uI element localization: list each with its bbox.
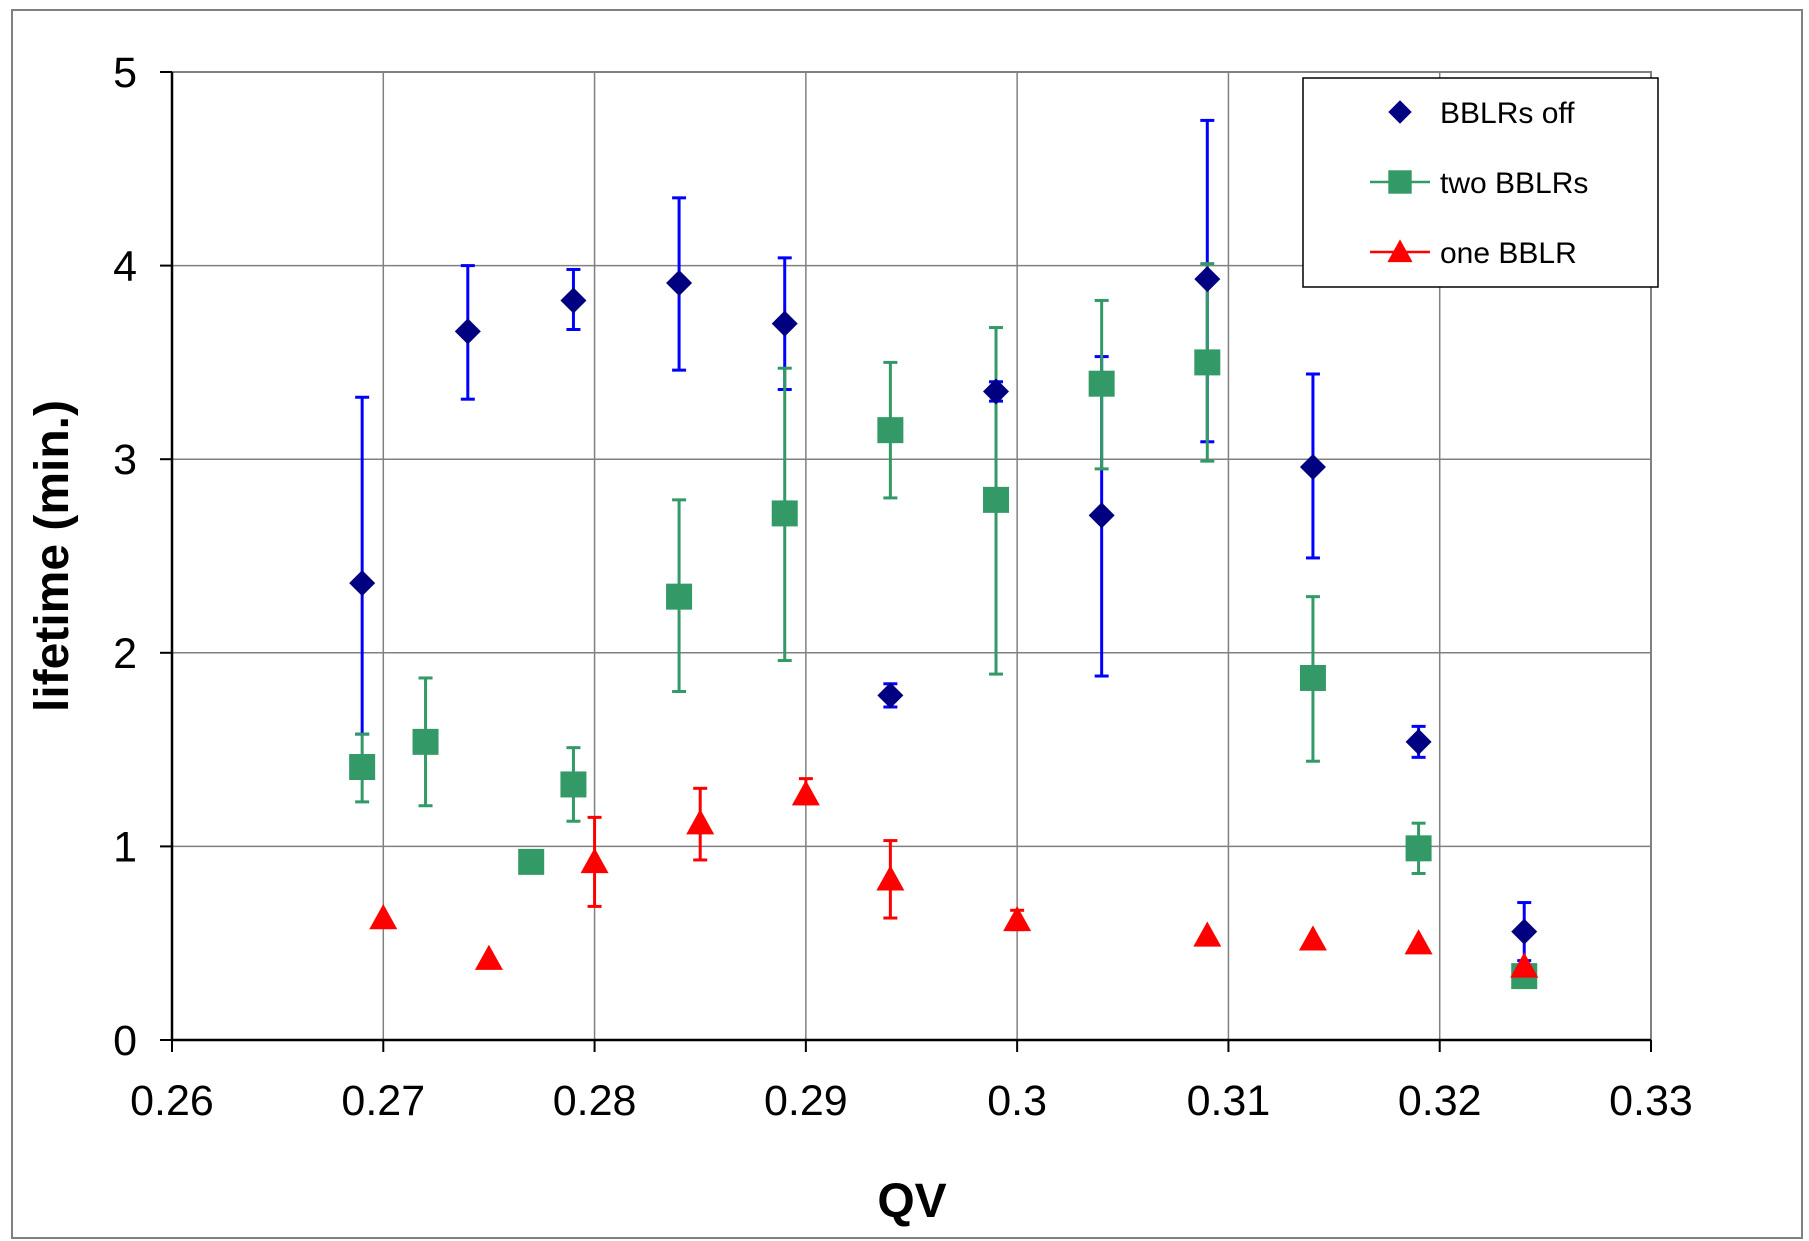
bblrs-off-point bbox=[560, 287, 587, 314]
one-bblr-point bbox=[1193, 921, 1222, 947]
y-tick-label: 1 bbox=[113, 823, 137, 871]
x-tick-label: 0.28 bbox=[553, 1077, 637, 1125]
two-bblrs-point bbox=[349, 754, 376, 781]
bblrs-off-point bbox=[1088, 502, 1115, 529]
two-bblrs-point bbox=[771, 500, 798, 527]
x-tick-label: 0.27 bbox=[341, 1077, 425, 1125]
x-tick-label: 0.29 bbox=[764, 1077, 848, 1125]
one-bblr-point bbox=[686, 809, 715, 835]
x-tick-label: 0.31 bbox=[1187, 1077, 1271, 1125]
two-bblrs-point bbox=[1405, 835, 1432, 862]
x-tick-label: 0.3 bbox=[987, 1077, 1047, 1125]
y-tick-label: 5 bbox=[113, 49, 137, 97]
x-tick-label: 0.32 bbox=[1398, 1077, 1482, 1125]
legend-marker-square bbox=[1388, 170, 1412, 194]
bblrs-off-point bbox=[1511, 918, 1538, 945]
legend-entry-one-bblr: one BBLR bbox=[1370, 237, 1577, 270]
bblrs-off-point bbox=[1405, 728, 1432, 755]
two-bblrs-point bbox=[666, 583, 693, 610]
legend-label: two BBLRs bbox=[1440, 167, 1588, 200]
legend-box bbox=[1302, 77, 1659, 288]
two-bblrs-point bbox=[560, 771, 587, 798]
y-tick-label: 3 bbox=[113, 436, 137, 484]
bblrs-off-markers bbox=[349, 266, 1538, 945]
legend-label: one BBLR bbox=[1440, 237, 1577, 270]
one-bblr-point bbox=[1298, 925, 1327, 951]
one-bblr-point bbox=[876, 865, 905, 891]
one-bblr-markers bbox=[369, 780, 1539, 978]
two-bblrs-point bbox=[1299, 664, 1326, 691]
bblrs-off-point bbox=[666, 270, 693, 297]
two-bblrs-point bbox=[1194, 349, 1221, 376]
bblrs-off-point bbox=[877, 682, 904, 709]
two-bblrs-point bbox=[1088, 370, 1115, 397]
two-bblrs-point bbox=[983, 486, 1010, 513]
two-bblrs-point bbox=[518, 848, 545, 875]
bblrs-off-point bbox=[983, 378, 1010, 405]
bblrs-off-point bbox=[349, 570, 376, 597]
legend-entry-bblrs-off: BBLRs off bbox=[1388, 97, 1575, 130]
grid-lines bbox=[172, 72, 1651, 1040]
x-axis-title: QV bbox=[877, 1175, 946, 1228]
one-bblr-point bbox=[580, 847, 609, 874]
legend-label: BBLRs off bbox=[1440, 97, 1575, 130]
bblrs-off-point bbox=[454, 318, 481, 345]
y-tick-label: 4 bbox=[113, 243, 137, 291]
axes: 0.26 0.27 0.28 0.29 0.3 0.31 0.32 0.33 0 1 2 3 4 5 bbox=[113, 49, 1693, 1125]
y-tick-label: 2 bbox=[113, 630, 137, 678]
legend-entry-two-bblrs: two BBLRs bbox=[1370, 167, 1588, 200]
legend-marker-triangle bbox=[1387, 239, 1413, 263]
bblrs-off-point bbox=[1194, 266, 1221, 293]
bblrs-off-point bbox=[1299, 453, 1326, 480]
one-bblr-point bbox=[1404, 929, 1433, 955]
y-tick-label: 0 bbox=[113, 1017, 137, 1065]
x-tick-label: 0.26 bbox=[130, 1077, 214, 1125]
x-tick-label: 0.33 bbox=[1609, 1077, 1693, 1125]
bblrs-off-point bbox=[771, 310, 798, 337]
two-bblrs-markers bbox=[349, 349, 1538, 990]
two-bblrs-point bbox=[877, 417, 904, 444]
data-markers bbox=[349, 266, 1539, 990]
one-bblr-point bbox=[474, 944, 503, 970]
one-bblr-point bbox=[369, 904, 398, 930]
one-bblr-point bbox=[1510, 952, 1539, 978]
y-axis-title: lifetime (min.) bbox=[26, 400, 79, 712]
one-bblr-point bbox=[791, 780, 820, 806]
legend: BBLRs off two BBLRs one BBLR bbox=[1302, 77, 1659, 288]
two-bblrs-point bbox=[412, 728, 439, 755]
legend-marker-diamond bbox=[1388, 100, 1412, 124]
one-bblr-point bbox=[1003, 905, 1032, 932]
